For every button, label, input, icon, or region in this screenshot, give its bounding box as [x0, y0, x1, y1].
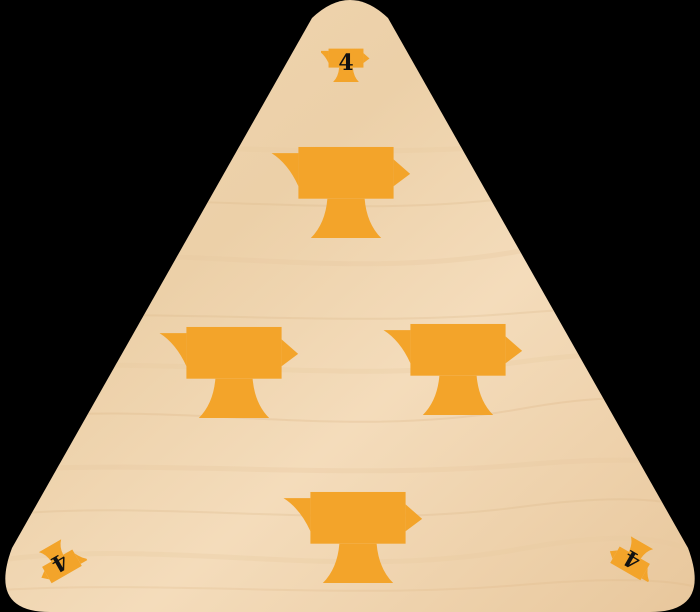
card-face[interactable] — [5, 0, 695, 612]
corner-rank-top: 4 — [338, 50, 353, 76]
corner-index-bottom-left: 4 — [29, 533, 91, 587]
corner-index-top: 4 — [321, 48, 370, 82]
corner-index-bottom-right: 4 — [604, 530, 664, 586]
